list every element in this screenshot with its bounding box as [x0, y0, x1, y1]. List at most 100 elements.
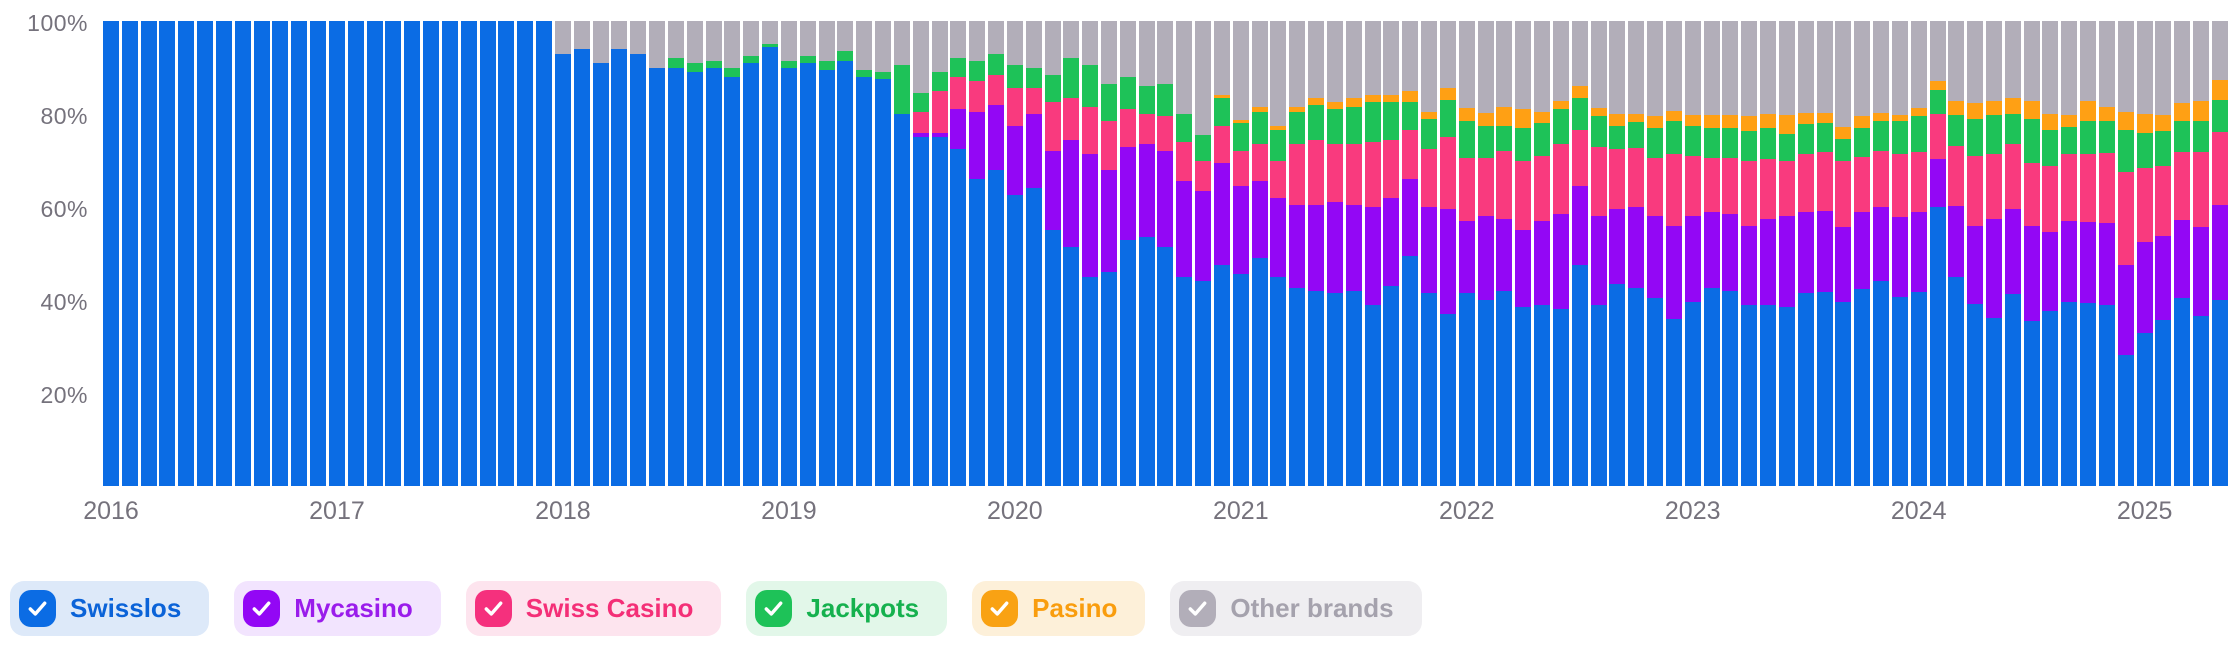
bar-2022-05[interactable]	[1534, 21, 1551, 486]
bar-2017-09[interactable]	[479, 21, 496, 486]
bar-2022-07[interactable]	[1571, 21, 1588, 486]
bar-2018-07[interactable]	[667, 21, 684, 486]
bar-2018-09[interactable]	[705, 21, 722, 486]
bar-2023-09[interactable]	[1835, 21, 1852, 486]
bar-2016-11[interactable]	[291, 21, 308, 486]
bar-2020-09[interactable]	[1157, 21, 1174, 486]
bar-2018-02[interactable]	[573, 21, 590, 486]
bar-2017-02[interactable]	[347, 21, 364, 486]
bar-2024-01[interactable]	[1910, 21, 1927, 486]
bar-2025-05[interactable]	[2211, 21, 2228, 486]
bar-2017-11[interactable]	[517, 21, 534, 486]
bar-2019-02[interactable]	[799, 21, 816, 486]
bar-2016-08[interactable]	[234, 21, 251, 486]
bar-2020-08[interactable]	[1138, 21, 1155, 486]
bar-2023-08[interactable]	[1816, 21, 1833, 486]
bar-2023-12[interactable]	[1891, 21, 1908, 486]
bar-2019-10[interactable]	[950, 21, 967, 486]
bar-2024-12[interactable]	[2117, 21, 2134, 486]
bar-2019-05[interactable]	[856, 21, 873, 486]
bar-2019-07[interactable]	[893, 21, 910, 486]
bar-2019-11[interactable]	[969, 21, 986, 486]
checkbox-mycasino[interactable]	[243, 590, 281, 627]
legend-chip-other-brands[interactable]: Other brands	[1170, 581, 1422, 636]
bar-2023-03[interactable]	[1722, 21, 1739, 486]
bar-2017-04[interactable]	[385, 21, 402, 486]
checkbox-swiss-casino[interactable]	[474, 590, 512, 627]
bar-2020-06[interactable]	[1100, 21, 1117, 486]
bar-2019-09[interactable]	[931, 21, 948, 486]
bar-2019-06[interactable]	[875, 21, 892, 486]
bar-2020-01[interactable]	[1006, 21, 1023, 486]
bar-2018-05[interactable]	[630, 21, 647, 486]
bar-2017-07[interactable]	[441, 21, 458, 486]
bar-2016-07[interactable]	[215, 21, 232, 486]
bar-2016-05[interactable]	[178, 21, 195, 486]
bar-2020-05[interactable]	[1082, 21, 1099, 486]
bar-2021-11[interactable]	[1421, 21, 1438, 486]
bar-2022-01[interactable]	[1458, 21, 1475, 486]
bar-2023-06[interactable]	[1778, 21, 1795, 486]
bar-2022-11[interactable]	[1647, 21, 1664, 486]
legend-chip-swiss-casino[interactable]: Swiss Casino	[465, 581, 722, 636]
bar-2018-06[interactable]	[649, 21, 666, 486]
bar-2019-12[interactable]	[988, 21, 1004, 486]
bar-2022-02[interactable]	[1477, 21, 1494, 486]
bar-2020-04[interactable]	[1063, 21, 1080, 486]
bar-2017-10[interactable]	[498, 21, 515, 486]
checkbox-other-brands[interactable]	[1179, 590, 1217, 627]
bar-2024-05[interactable]	[1986, 21, 2002, 486]
bar-2024-07[interactable]	[2023, 21, 2040, 486]
bar-2016-06[interactable]	[197, 21, 214, 486]
bar-2023-10[interactable]	[1854, 21, 1871, 486]
bar-2016-12[interactable]	[310, 21, 327, 486]
bar-2023-02[interactable]	[1703, 21, 1720, 486]
bar-2020-10[interactable]	[1176, 21, 1193, 486]
bar-2016-10[interactable]	[272, 21, 289, 486]
bar-2022-06[interactable]	[1552, 21, 1569, 486]
bar-2023-11[interactable]	[1873, 21, 1890, 486]
bar-2021-07[interactable]	[1345, 21, 1362, 486]
bar-2024-06[interactable]	[2004, 21, 2021, 486]
bar-2017-12[interactable]	[536, 21, 553, 486]
bar-2022-08[interactable]	[1590, 21, 1607, 486]
bar-2016-09[interactable]	[253, 21, 270, 486]
bar-2020-11[interactable]	[1195, 21, 1212, 486]
bar-2016-03[interactable]	[140, 21, 157, 486]
bar-2017-06[interactable]	[423, 21, 440, 486]
legend-chip-jackpots[interactable]: Jackpots	[746, 581, 948, 636]
bar-2017-05[interactable]	[404, 21, 421, 486]
bar-2018-10[interactable]	[724, 21, 741, 486]
bar-2019-08[interactable]	[912, 21, 929, 486]
bar-2021-03[interactable]	[1270, 21, 1287, 486]
bar-2018-12[interactable]	[762, 21, 779, 486]
bar-2019-04[interactable]	[837, 21, 854, 486]
bar-2024-02[interactable]	[1929, 21, 1946, 486]
bar-2022-10[interactable]	[1628, 21, 1645, 486]
bar-2017-03[interactable]	[366, 21, 383, 486]
bar-2024-04[interactable]	[1967, 21, 1984, 486]
bar-2023-07[interactable]	[1797, 21, 1814, 486]
checkbox-swisslos[interactable]	[19, 590, 56, 627]
bar-2025-01[interactable]	[2136, 21, 2153, 486]
bar-2022-09[interactable]	[1609, 21, 1626, 486]
bar-2022-03[interactable]	[1496, 21, 1513, 486]
legend-chip-pasino[interactable]: Pasino	[972, 581, 1146, 636]
bar-2023-04[interactable]	[1741, 21, 1758, 486]
bar-2018-08[interactable]	[686, 21, 703, 486]
bar-2016-01[interactable]	[103, 21, 119, 486]
bar-2018-11[interactable]	[743, 21, 760, 486]
bar-2024-03[interactable]	[1948, 21, 1965, 486]
bar-2021-10[interactable]	[1402, 21, 1419, 486]
bar-2021-12[interactable]	[1439, 21, 1456, 486]
bar-2024-08[interactable]	[2042, 21, 2059, 486]
bar-2025-04[interactable]	[2193, 21, 2210, 486]
bar-2024-09[interactable]	[2061, 21, 2078, 486]
bar-2018-03[interactable]	[592, 21, 609, 486]
bar-2023-01[interactable]	[1684, 21, 1701, 486]
bar-2024-10[interactable]	[2080, 21, 2097, 486]
bar-2021-04[interactable]	[1289, 21, 1306, 486]
bar-2022-04[interactable]	[1515, 21, 1532, 486]
bar-2017-08[interactable]	[460, 21, 477, 486]
legend-chip-mycasino[interactable]: Mycasino	[234, 581, 441, 636]
